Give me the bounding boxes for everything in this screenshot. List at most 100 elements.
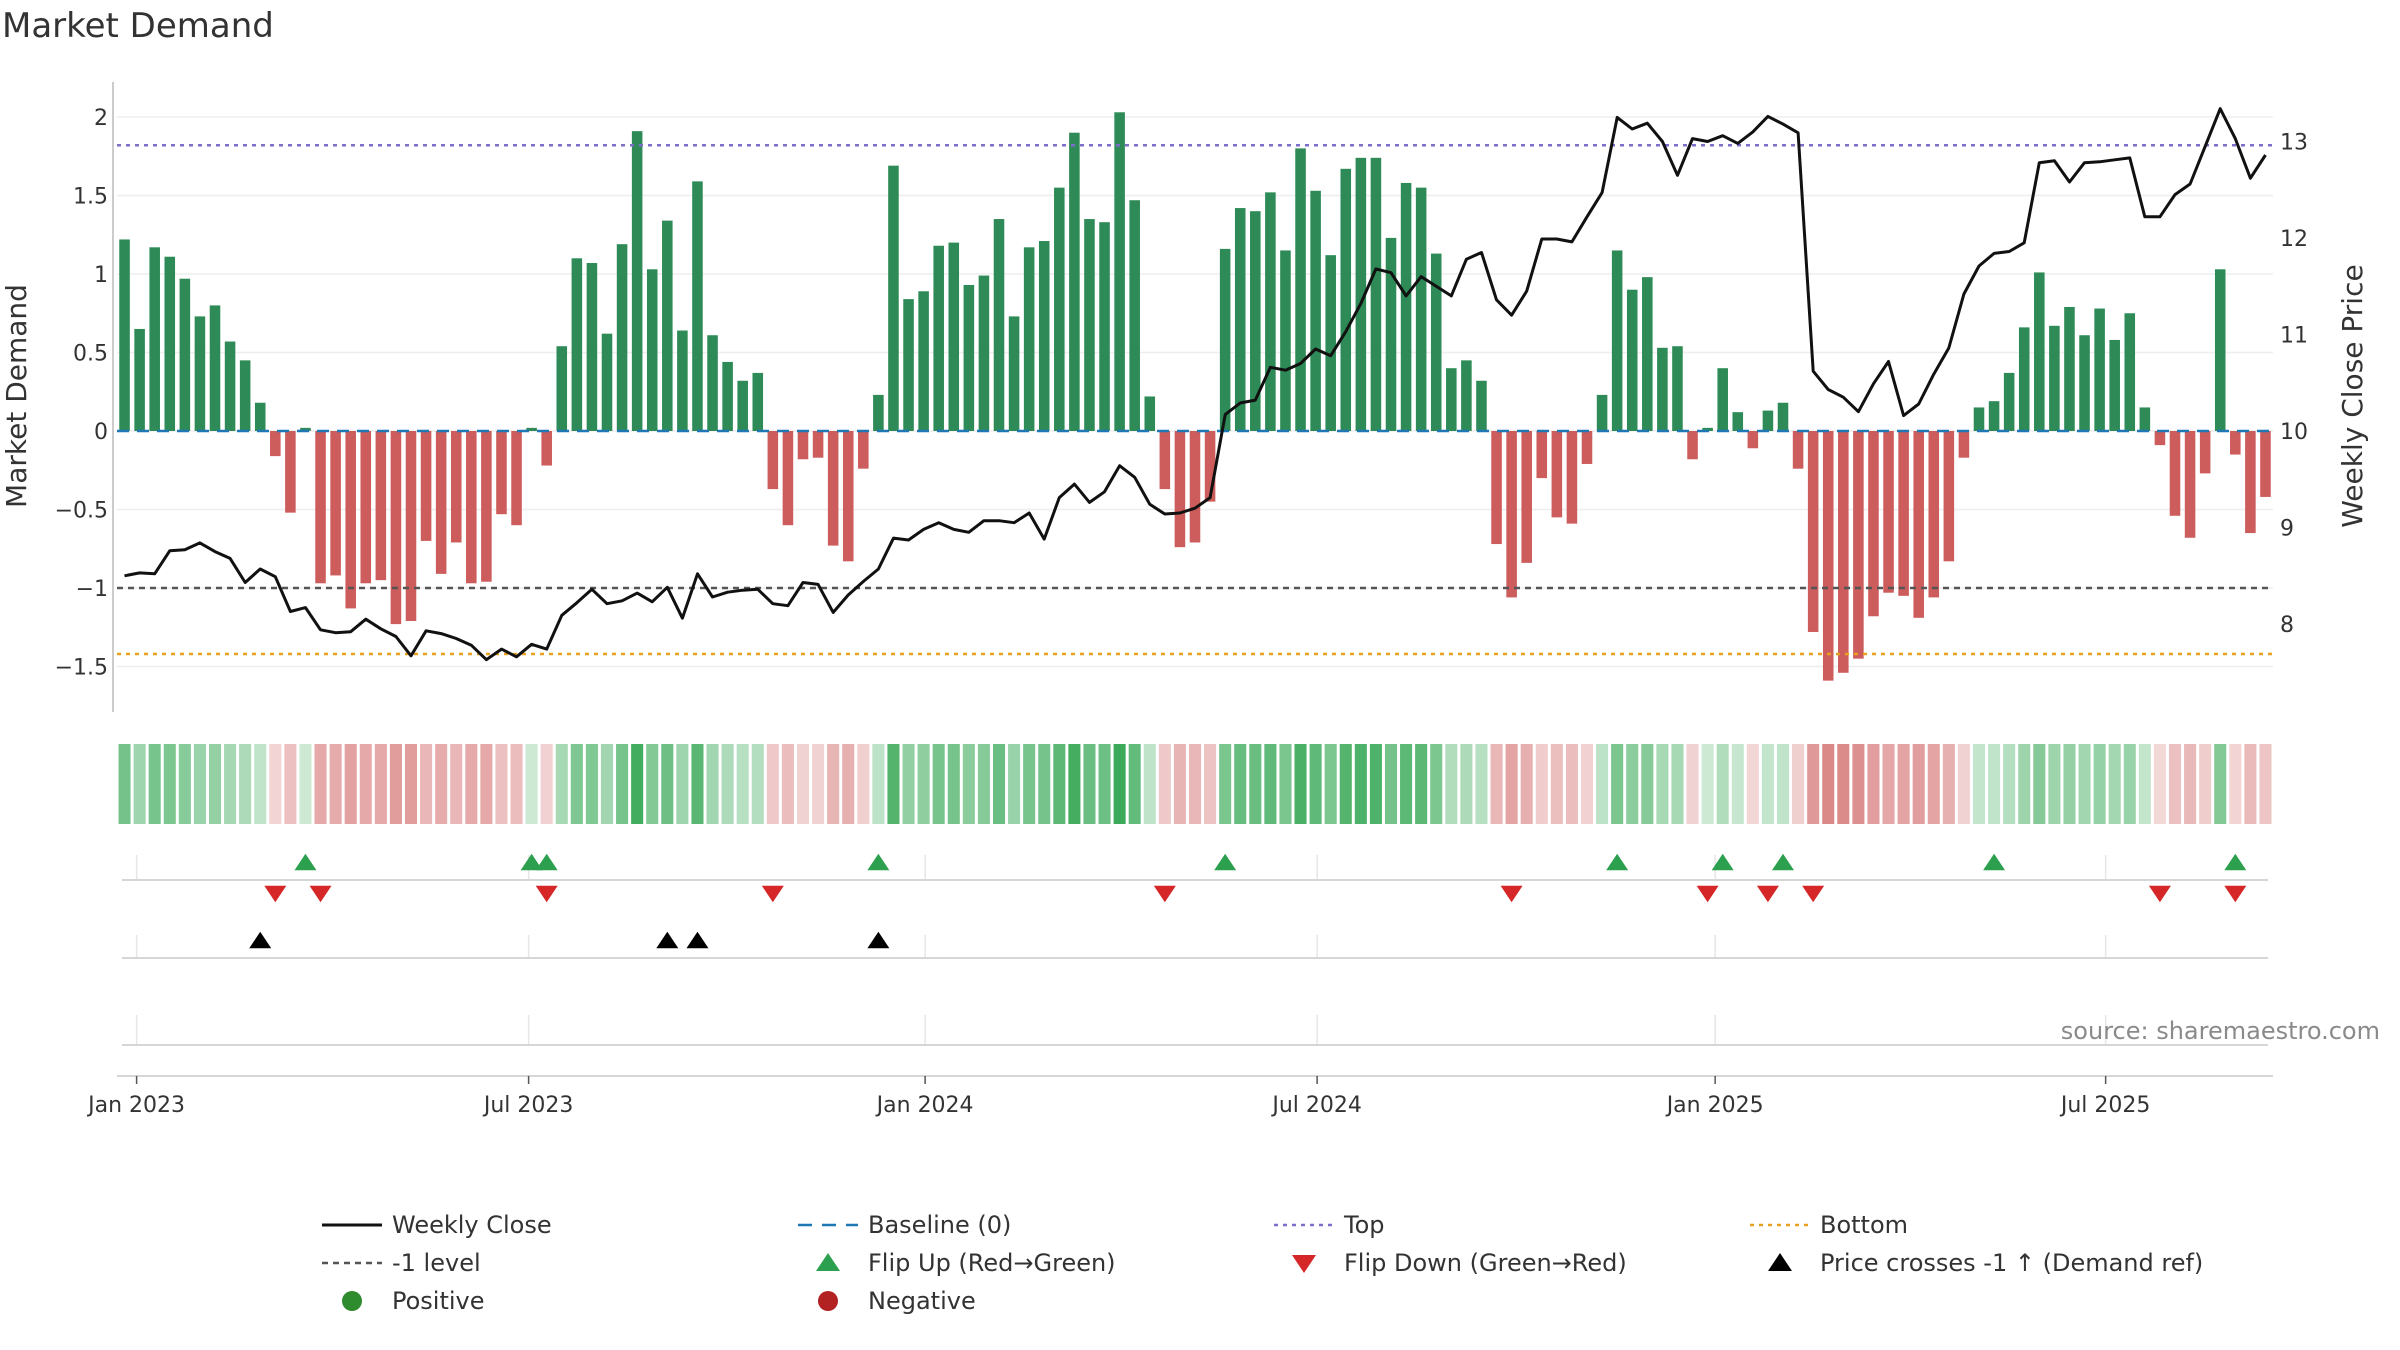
heat-cell	[2138, 744, 2151, 824]
demand-bar	[903, 299, 914, 431]
demand-bar	[1310, 190, 1321, 431]
demand-bar	[1626, 289, 1638, 431]
heat-cell	[1369, 744, 1382, 824]
heat-cell	[148, 744, 161, 824]
flip-down-marker	[2148, 885, 2171, 903]
legend-label: -1 level	[392, 1249, 481, 1277]
y-right-tick-label: 12	[2280, 227, 2308, 252]
demand-bar	[1370, 157, 1382, 431]
demand-bar	[2260, 431, 2271, 497]
heat-cell	[1008, 744, 1021, 824]
heat-cell	[1158, 744, 1171, 824]
demand-bar	[360, 431, 372, 584]
demand-bar	[842, 431, 854, 562]
heat-cell	[1641, 744, 1654, 824]
heat-cell	[1460, 744, 1473, 824]
flip-up-marker	[2224, 853, 2247, 871]
flip-up-marker	[867, 853, 890, 871]
heat-cell	[962, 744, 975, 824]
heat-cell	[1656, 744, 1669, 824]
heat-cell	[1143, 744, 1156, 824]
heat-cell	[1430, 744, 1443, 824]
demand-bar	[1777, 402, 1789, 431]
heat-cell	[646, 744, 659, 824]
heat-cell	[676, 744, 689, 824]
heat-cell	[2018, 744, 2031, 824]
heat-cell	[1686, 744, 1699, 824]
y-left-tick-label: 1	[94, 263, 108, 288]
legend-label: Baseline (0)	[868, 1211, 1011, 1239]
heat-cell	[1837, 744, 1850, 824]
flip-up-marker	[294, 853, 317, 871]
demand-bar	[134, 328, 145, 431]
demand-bar	[1069, 132, 1080, 431]
demand-bar	[1038, 241, 1050, 431]
legend-label: Positive	[392, 1287, 485, 1315]
heat-cell	[374, 744, 387, 824]
demand-bar	[1581, 431, 1593, 464]
heat-cell	[872, 744, 885, 824]
heat-cell	[751, 744, 764, 824]
heat-cell	[1023, 744, 1036, 824]
heat-cell	[2033, 744, 2046, 824]
heat-cell	[118, 744, 131, 824]
heat-cell	[902, 744, 915, 824]
heat-cell	[284, 744, 297, 824]
demand-bar	[993, 219, 1005, 431]
heat-cell	[1234, 744, 1247, 824]
heat-cell	[1249, 744, 1262, 824]
y-left-tick-label: −0.5	[55, 499, 108, 524]
heat-cell	[2123, 744, 2136, 824]
heat-cell	[2229, 744, 2242, 824]
heat-cell	[1128, 744, 1141, 824]
heat-cell	[2153, 744, 2166, 824]
flip-up-marker	[1983, 853, 2006, 871]
heat-cell	[420, 744, 433, 824]
y-right-tick-label: 8	[2280, 613, 2294, 638]
heat-cell	[600, 744, 614, 824]
heat-cell	[766, 744, 779, 824]
y-left-tick-label: 1.5	[73, 185, 108, 210]
demand-bar	[1129, 200, 1140, 431]
heat-cell	[2168, 744, 2182, 824]
heat-cell	[1279, 744, 1292, 824]
flip-up-marker	[520, 853, 543, 871]
demand-bar	[1747, 431, 1759, 449]
heat-cell	[2184, 744, 2197, 824]
demand-bar	[1536, 431, 1548, 479]
heat-cell	[465, 744, 478, 824]
demand-bar	[1596, 394, 1608, 431]
demand-bar	[2064, 306, 2075, 431]
demand-bar	[1868, 431, 1879, 617]
heat-cell	[631, 744, 644, 824]
demand-bar	[1144, 396, 1156, 431]
demand-bar	[1988, 401, 2000, 431]
demand-bar	[1355, 157, 1367, 431]
demand-bar	[858, 431, 869, 469]
heat-cell	[314, 744, 327, 824]
demand-bar	[1189, 431, 1201, 543]
legend-label: Flip Up (Red→Green)	[868, 1249, 1116, 1277]
legend-label: Top	[1343, 1211, 1385, 1239]
demand-bar	[737, 380, 748, 431]
heat-cell	[1309, 744, 1322, 824]
demand-bar	[1400, 182, 1412, 431]
demand-bar	[1958, 431, 1970, 458]
heat-cell	[404, 744, 418, 824]
demand-bar	[1521, 431, 1532, 563]
heat-cell	[435, 744, 448, 824]
demand-bar	[405, 431, 417, 621]
demand-bar	[300, 427, 311, 431]
heat-cell	[2108, 744, 2121, 824]
heat-cell	[947, 744, 960, 824]
heat-cell	[1611, 744, 1624, 824]
demand-bar	[707, 335, 718, 431]
heat-cell	[525, 744, 538, 824]
heat-cell	[1746, 744, 1759, 824]
heat-cell	[269, 744, 282, 824]
heat-cell	[239, 744, 252, 824]
demand-bar	[1099, 222, 1110, 431]
legend-swatch	[1292, 1255, 1316, 1273]
y-left-tick-label: −1	[76, 577, 108, 602]
heat-cell	[1927, 744, 1940, 824]
